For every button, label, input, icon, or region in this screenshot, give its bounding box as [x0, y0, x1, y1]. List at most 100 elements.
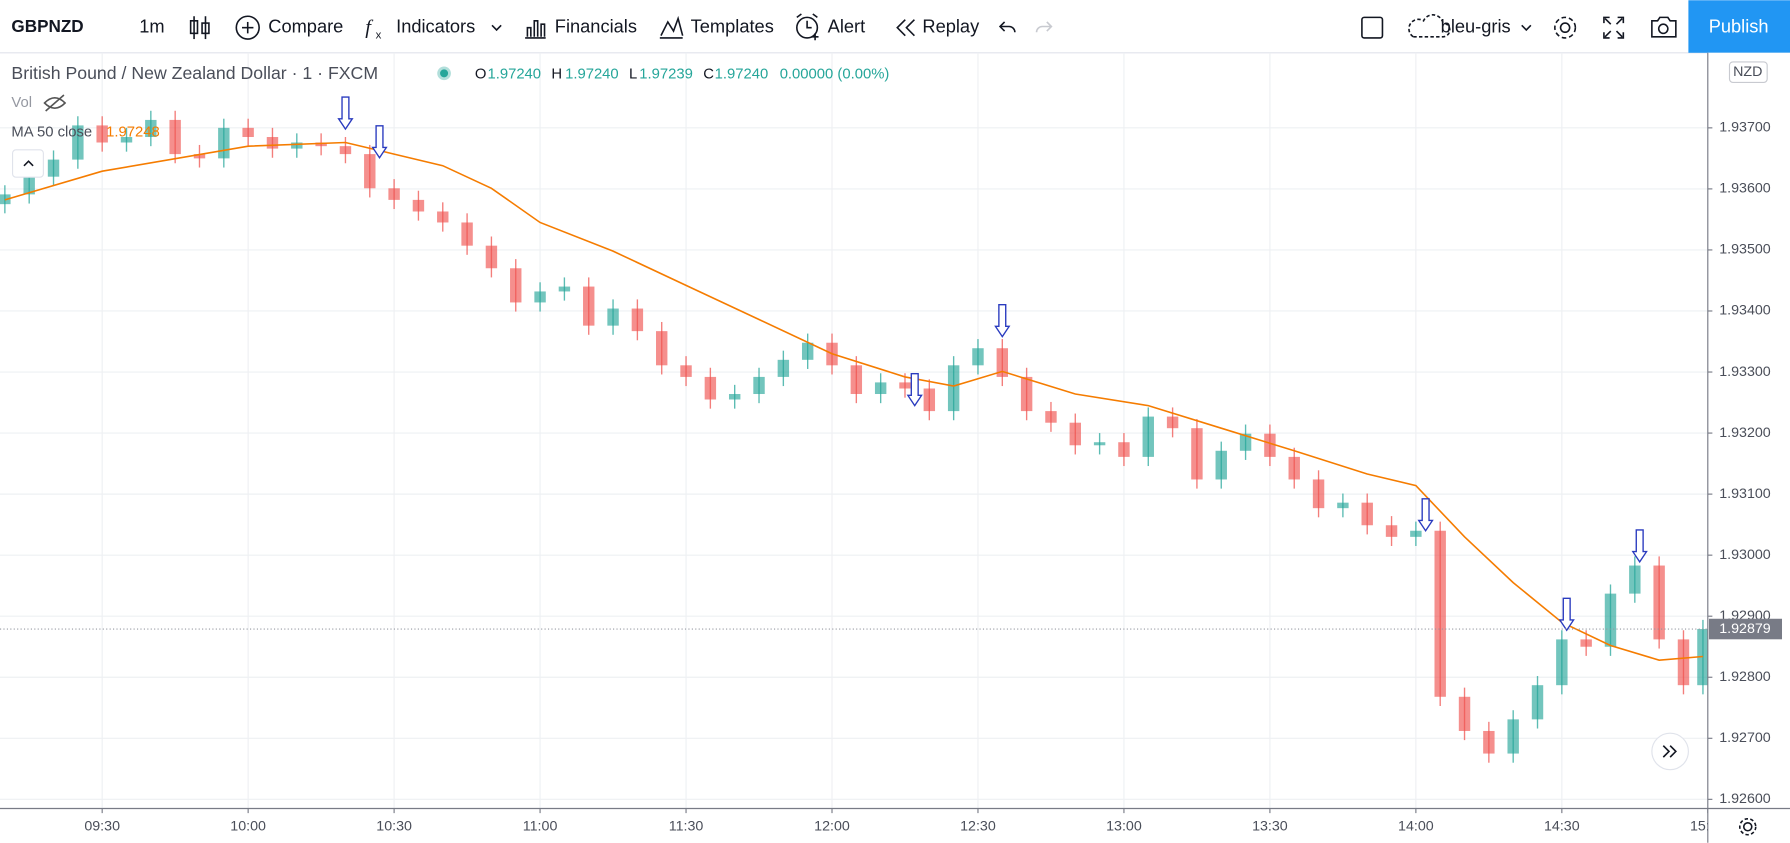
- candle: [1483, 721, 1495, 763]
- fullscreen-icon[interactable]: [1603, 16, 1625, 39]
- candle-body: [801, 342, 814, 360]
- select-icon[interactable]: [1361, 16, 1384, 39]
- y-tick-label: 1.93700: [1719, 120, 1771, 136]
- x-tick-label: 14:30: [1544, 819, 1580, 835]
- toolbar: GBPNZD 1m Compare f x Indicators Financi…: [0, 0, 1790, 54]
- candle: [996, 339, 1009, 387]
- candle: [1142, 407, 1154, 467]
- ohlc-value: 1.97239: [639, 66, 693, 82]
- replay[interactable]: Replay: [922, 15, 980, 36]
- candle: [801, 333, 814, 369]
- candle: [437, 202, 449, 232]
- layout-name[interactable]: bleu-gris: [1441, 15, 1511, 36]
- candle: [1312, 470, 1325, 518]
- publish[interactable]: Publish: [1709, 15, 1769, 36]
- candle-body: [704, 376, 717, 400]
- candle-body: [23, 176, 35, 195]
- ohlc-label: C: [703, 66, 714, 82]
- replay-icon[interactable]: [896, 19, 915, 37]
- candle-body: [1410, 530, 1422, 537]
- price-axis-bg: [1707, 52, 1790, 809]
- x-tick-label: 14:00: [1398, 819, 1434, 835]
- candle-body: [461, 222, 473, 246]
- indicators-icon[interactable]: x: [376, 30, 382, 42]
- templates-icon[interactable]: [659, 15, 684, 39]
- financials[interactable]: Financials: [555, 15, 637, 36]
- indicators[interactable]: Indicators: [396, 15, 475, 36]
- candle: [583, 277, 595, 335]
- candle-body: [412, 199, 425, 212]
- candle: [120, 127, 133, 152]
- candle-body: [388, 188, 400, 200]
- candle-body: [1556, 639, 1568, 686]
- alert[interactable]: Alert: [828, 15, 866, 36]
- x-tick-label: 10:30: [376, 819, 412, 835]
- candle: [169, 110, 181, 164]
- candle-body: [1264, 433, 1276, 457]
- dropdown-chevron[interactable]: [491, 24, 502, 32]
- candle: [461, 213, 473, 255]
- candle-body: [607, 308, 619, 326]
- financials-icon[interactable]: [525, 20, 546, 39]
- candle-body: [680, 365, 692, 377]
- publish-button[interactable]: [1688, 0, 1790, 53]
- last-price-label: 1.92879: [1719, 621, 1771, 637]
- candle: [1653, 556, 1665, 649]
- candle: [1288, 447, 1300, 489]
- candle-body: [169, 119, 181, 155]
- scroll-button[interactable]: [1651, 732, 1689, 771]
- x-tick-label: 12:30: [960, 819, 996, 835]
- candle-body: [1045, 411, 1057, 423]
- y-tick-label: 1.93000: [1719, 547, 1771, 563]
- templates[interactable]: Templates: [691, 15, 774, 36]
- candle-body: [485, 245, 498, 269]
- undo[interactable]: [998, 21, 1016, 33]
- hidden-icon[interactable]: [43, 94, 67, 112]
- candle: [1385, 516, 1398, 547]
- candle: [1556, 630, 1568, 695]
- candle: [510, 259, 522, 312]
- collapse-button[interactable]: [11, 149, 44, 178]
- cloud-icon[interactable]: [1408, 14, 1451, 38]
- signal-arrow: [994, 303, 1011, 338]
- y-tick-label: 1.93100: [1719, 486, 1771, 502]
- candle-body: [1458, 696, 1471, 731]
- candle: [728, 384, 741, 409]
- candle: [874, 373, 887, 404]
- compare-icon[interactable]: [235, 15, 260, 40]
- candle-body: [1385, 525, 1398, 537]
- x-tick-label: 12:00: [814, 819, 850, 835]
- candle-body: [266, 137, 279, 149]
- compare[interactable]: Compare: [268, 15, 343, 36]
- candle-body: [1118, 442, 1130, 457]
- indicators-icon[interactable]: f: [365, 17, 374, 39]
- currency: NZD: [1733, 64, 1762, 80]
- candle-body: [96, 125, 108, 143]
- screenshot-icon[interactable]: [1651, 16, 1677, 38]
- alert-icon[interactable]: [796, 13, 819, 41]
- y-tick-label: 1.92800: [1719, 669, 1771, 685]
- candle-body: [72, 125, 84, 160]
- collapse-icon[interactable]: [23, 160, 34, 167]
- x-tick-label: 11:30: [669, 819, 704, 835]
- redo: [1035, 21, 1053, 33]
- candle-body: [1604, 593, 1617, 647]
- currency-box: [1728, 61, 1768, 84]
- x-tick-label: 15:00: [1690, 819, 1726, 835]
- ohlc-value: 1.97240: [565, 66, 619, 82]
- change: 0.00000 (0.00%): [780, 66, 890, 82]
- candle: [47, 150, 60, 186]
- axis-settings[interactable]: [1738, 817, 1757, 836]
- interval[interactable]: 1m: [139, 15, 164, 36]
- candle-body: [47, 159, 60, 177]
- candle-body: [753, 376, 765, 395]
- chart-style-icon[interactable]: [189, 16, 210, 40]
- candle: [364, 144, 376, 198]
- candle: [1531, 676, 1544, 729]
- dropdown-chevron[interactable]: [1521, 24, 1532, 32]
- y-tick-label: 1.93600: [1719, 181, 1771, 197]
- settings-icon[interactable]: [1554, 16, 1577, 39]
- candle-body: [1531, 685, 1544, 720]
- candle-body: [1434, 530, 1446, 697]
- symbol[interactable]: GBPNZD: [11, 17, 83, 36]
